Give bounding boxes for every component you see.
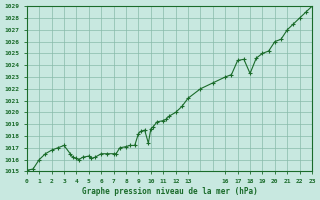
X-axis label: Graphe pression niveau de la mer (hPa): Graphe pression niveau de la mer (hPa) bbox=[82, 187, 257, 196]
